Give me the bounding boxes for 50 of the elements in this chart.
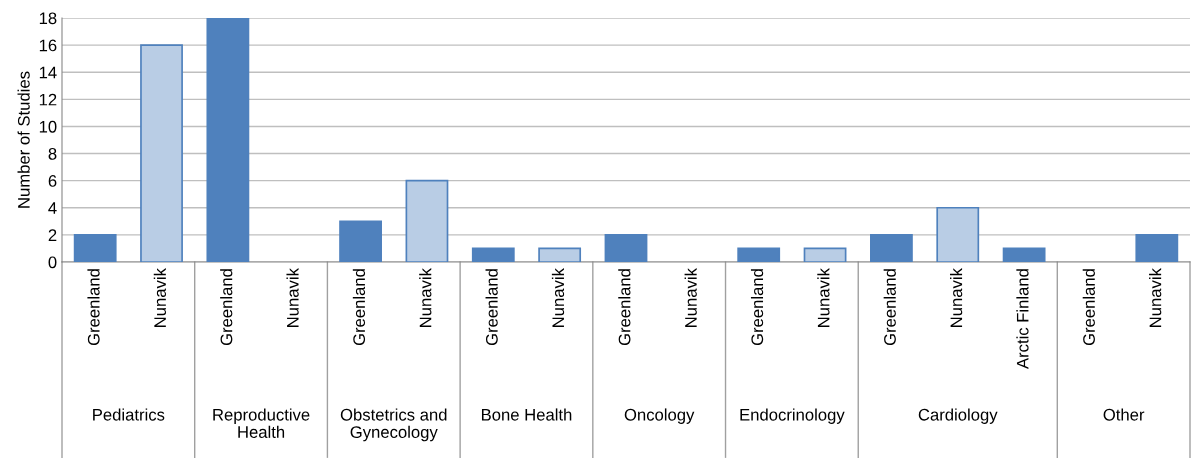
x-tick-label: Nunavik [1149, 268, 1162, 327]
x-tick-label: Greenland [485, 269, 498, 346]
y-tick-label: 4 [48, 202, 57, 214]
text: Endocrinology [740, 408, 845, 424]
x-tick-label: Greenland [220, 269, 233, 346]
x-tick-label: Nunavik [950, 268, 963, 327]
text: Reproductive Health [213, 408, 310, 438]
bar [1002, 247, 1046, 262]
bar [870, 234, 913, 262]
y-tick-label: 14 [39, 66, 57, 79]
text: Cardiology [918, 408, 998, 424]
x-tick-label: Greenland [352, 269, 366, 346]
text: Bone Health [481, 408, 572, 421]
y-tick-label: 12 [39, 93, 57, 106]
text: Oncology [624, 408, 695, 424]
x-tick-label: Greenland [883, 269, 896, 346]
y-axis-title: Number of Studies [17, 71, 30, 208]
x-tick-label: Arctic Finland [1016, 269, 1029, 370]
bar [73, 234, 117, 262]
x-tick-label: Greenland [618, 269, 631, 346]
bar [1135, 234, 1179, 262]
x-tick-label: Greenland [750, 269, 764, 346]
x-tick-label: Greenland [1082, 269, 1095, 346]
y-tick-label: 6 [48, 175, 57, 187]
y-tick-label: 10 [39, 120, 57, 133]
text: Pediatrics [93, 408, 165, 421]
x-tick-label: Nunavik [551, 268, 565, 327]
bar [140, 44, 183, 262]
x-tick-label: Nunavik [817, 268, 830, 327]
bar [803, 247, 847, 262]
x-tick-label: Nunavik [684, 268, 697, 327]
x-tick-label: Nunavik [286, 268, 299, 327]
bar [471, 247, 515, 262]
x-tick-label: Nunavik [153, 268, 166, 327]
bar [604, 234, 648, 262]
bar [339, 220, 382, 262]
bar [737, 247, 781, 262]
text: Obstetrics and Gynecology [340, 408, 447, 442]
bar [538, 247, 582, 262]
y-tick-label: 8 [48, 147, 57, 160]
bar [206, 18, 250, 262]
y-tick-label: 16 [39, 39, 57, 52]
bar [936, 206, 980, 262]
x-tick-label: Greenland [87, 269, 100, 346]
y-tick-label: 2 [48, 229, 57, 241]
y-tick-label: 18 [39, 12, 57, 25]
y-tick-label: 0 [48, 256, 57, 269]
x-tick-label: Nunavik [419, 268, 432, 327]
text: Other [1103, 408, 1145, 421]
bar [405, 179, 449, 262]
